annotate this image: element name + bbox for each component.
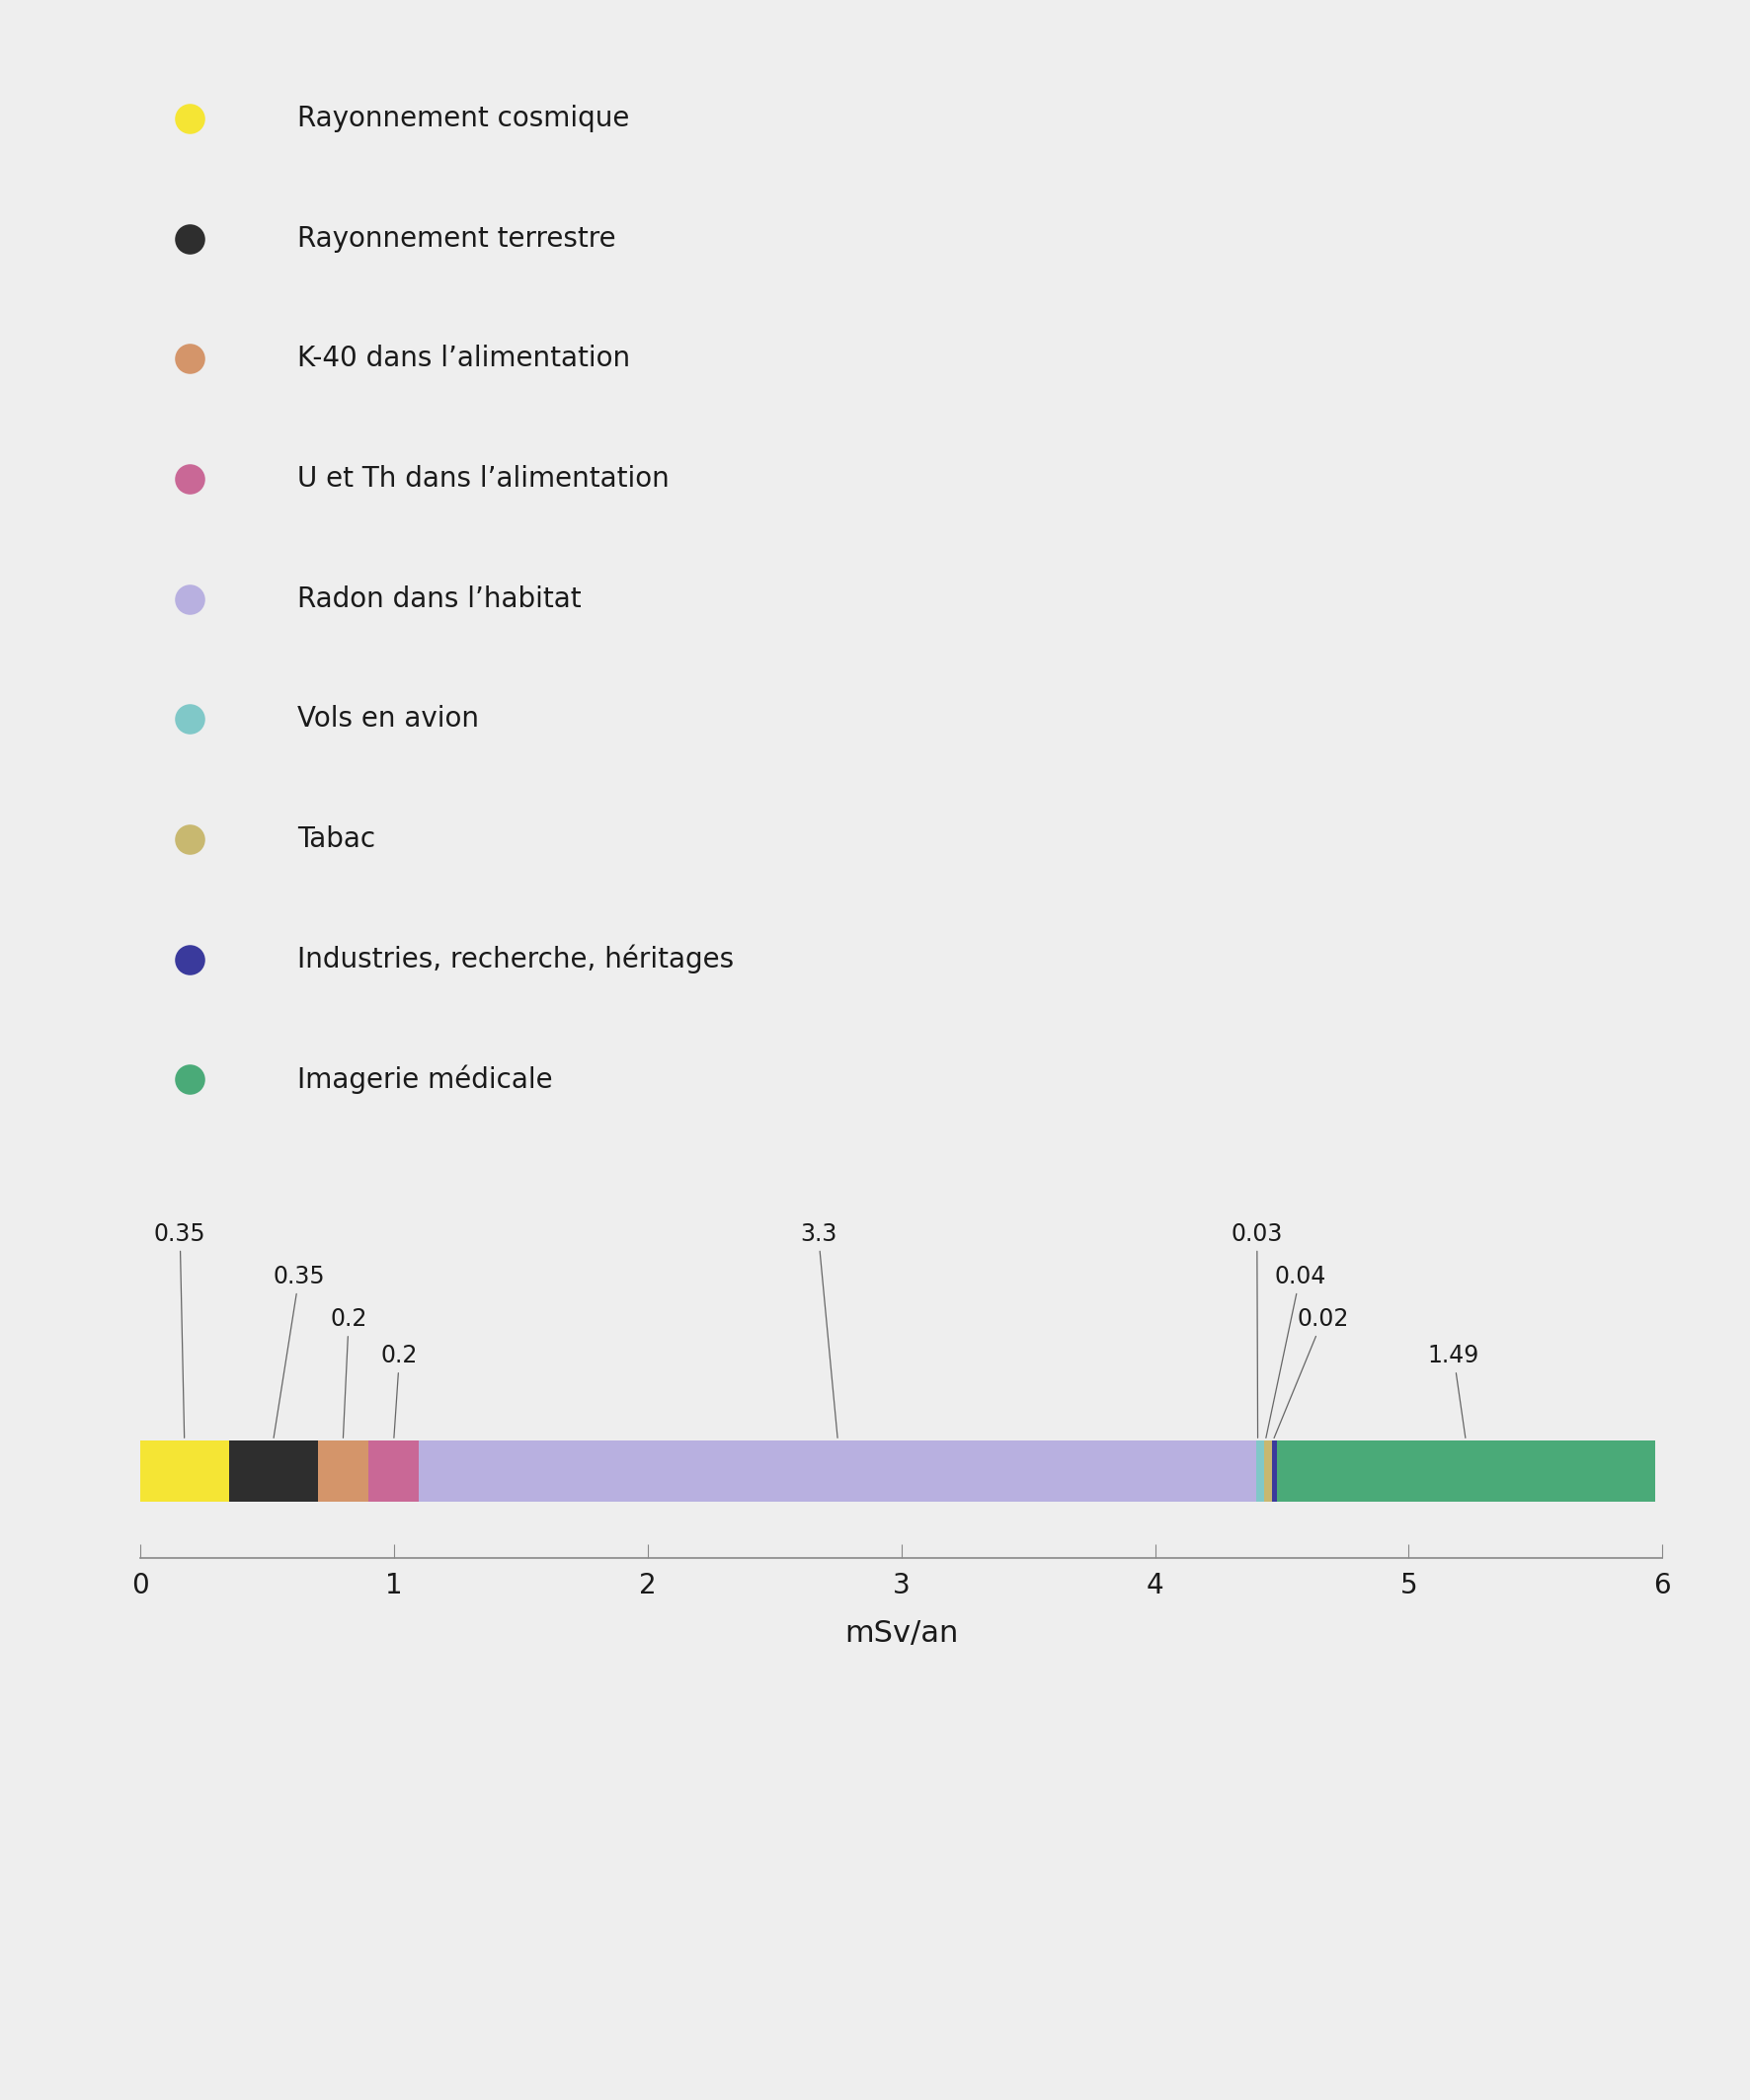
Text: Vols en avion: Vols en avion: [298, 706, 480, 733]
Bar: [418, 1441, 1256, 1501]
Text: 0.02: 0.02: [1274, 1308, 1349, 1439]
X-axis label: mSv/an: mSv/an: [843, 1619, 959, 1646]
Bar: [368, 1441, 418, 1501]
Text: Tabac: Tabac: [298, 825, 376, 853]
Text: Industries, recherche, héritages: Industries, recherche, héritages: [298, 945, 735, 974]
Text: 0.2: 0.2: [382, 1344, 418, 1439]
Text: 0.04: 0.04: [1265, 1264, 1326, 1439]
Text: 1.49: 1.49: [1428, 1344, 1479, 1439]
Text: 0.03: 0.03: [1230, 1222, 1283, 1439]
Bar: [140, 1441, 229, 1501]
Text: Radon dans l’habitat: Radon dans l’habitat: [298, 586, 581, 613]
Text: Rayonnement terrestre: Rayonnement terrestre: [298, 225, 616, 252]
Bar: [1278, 1441, 1655, 1501]
Bar: [1264, 1441, 1272, 1501]
Text: 0.35: 0.35: [273, 1264, 326, 1439]
Bar: [1272, 1441, 1278, 1501]
Text: Imagerie médicale: Imagerie médicale: [298, 1065, 553, 1094]
Text: 0.2: 0.2: [331, 1308, 368, 1439]
Bar: [229, 1441, 317, 1501]
Text: K-40 dans l’alimentation: K-40 dans l’alimentation: [298, 344, 630, 372]
Text: U et Th dans l’alimentation: U et Th dans l’alimentation: [298, 464, 670, 494]
Bar: [1256, 1441, 1264, 1501]
Text: Rayonnement cosmique: Rayonnement cosmique: [298, 105, 630, 132]
Text: 0.35: 0.35: [154, 1222, 206, 1439]
Bar: [317, 1441, 367, 1501]
Text: 3.3: 3.3: [800, 1222, 838, 1439]
